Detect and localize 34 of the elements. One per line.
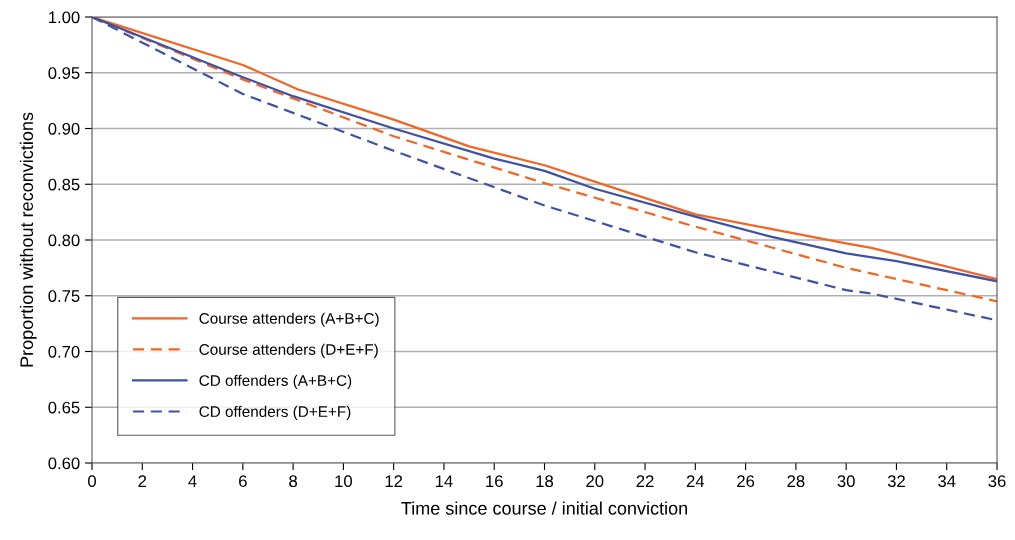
x-tick-label: 34	[938, 475, 956, 488]
y-tick-label: 0.95	[48, 67, 80, 79]
y-tick-label: 0.65	[48, 401, 80, 414]
legend-label: CD offenders (D+E+F)	[199, 405, 351, 421]
x-axis-title: Time since course / initial conviction	[401, 501, 687, 515]
y-tick-label: 0.75	[48, 290, 80, 302]
y-axis-title: Proportion without reconvictions	[19, 112, 37, 367]
x-tick-label: 4	[188, 475, 197, 487]
legend-label: Course attenders (A+B+C)	[199, 312, 379, 327]
x-tick-label: 28	[787, 475, 805, 488]
x-tick-label: 36	[988, 475, 1006, 488]
y-tick-label: 0.90	[48, 122, 80, 135]
x-tick-label: 12	[385, 475, 403, 487]
legend-label: CD offenders (A+B+C)	[199, 374, 352, 389]
y-tick-label: 0.60	[48, 457, 80, 470]
x-tick-label: 16	[486, 475, 503, 488]
y-tick-label: 0.80	[48, 234, 80, 247]
x-tick-label: 10	[335, 475, 353, 488]
x-tick-label: 24	[686, 475, 705, 487]
x-tick-label: 30	[837, 475, 855, 488]
x-tick-label: 20	[586, 475, 604, 488]
x-tick-label: 26	[737, 475, 755, 488]
x-tick-label: 22	[636, 475, 654, 487]
y-tick-label: 0.70	[48, 345, 80, 358]
x-tick-label: 2	[138, 475, 147, 487]
y-tick-label: 0.85	[48, 178, 80, 191]
legend-label: Course attenders (D+E+F)	[199, 343, 378, 358]
x-tick-label: 6	[239, 475, 247, 488]
x-tick-label: 18	[536, 475, 554, 488]
x-tick-label: 8	[289, 475, 298, 488]
y-tick-label: 1.00	[49, 11, 80, 24]
x-tick-label: 0	[88, 475, 96, 488]
x-tick-label: 32	[887, 475, 905, 488]
x-tick-label: 14	[435, 475, 453, 487]
